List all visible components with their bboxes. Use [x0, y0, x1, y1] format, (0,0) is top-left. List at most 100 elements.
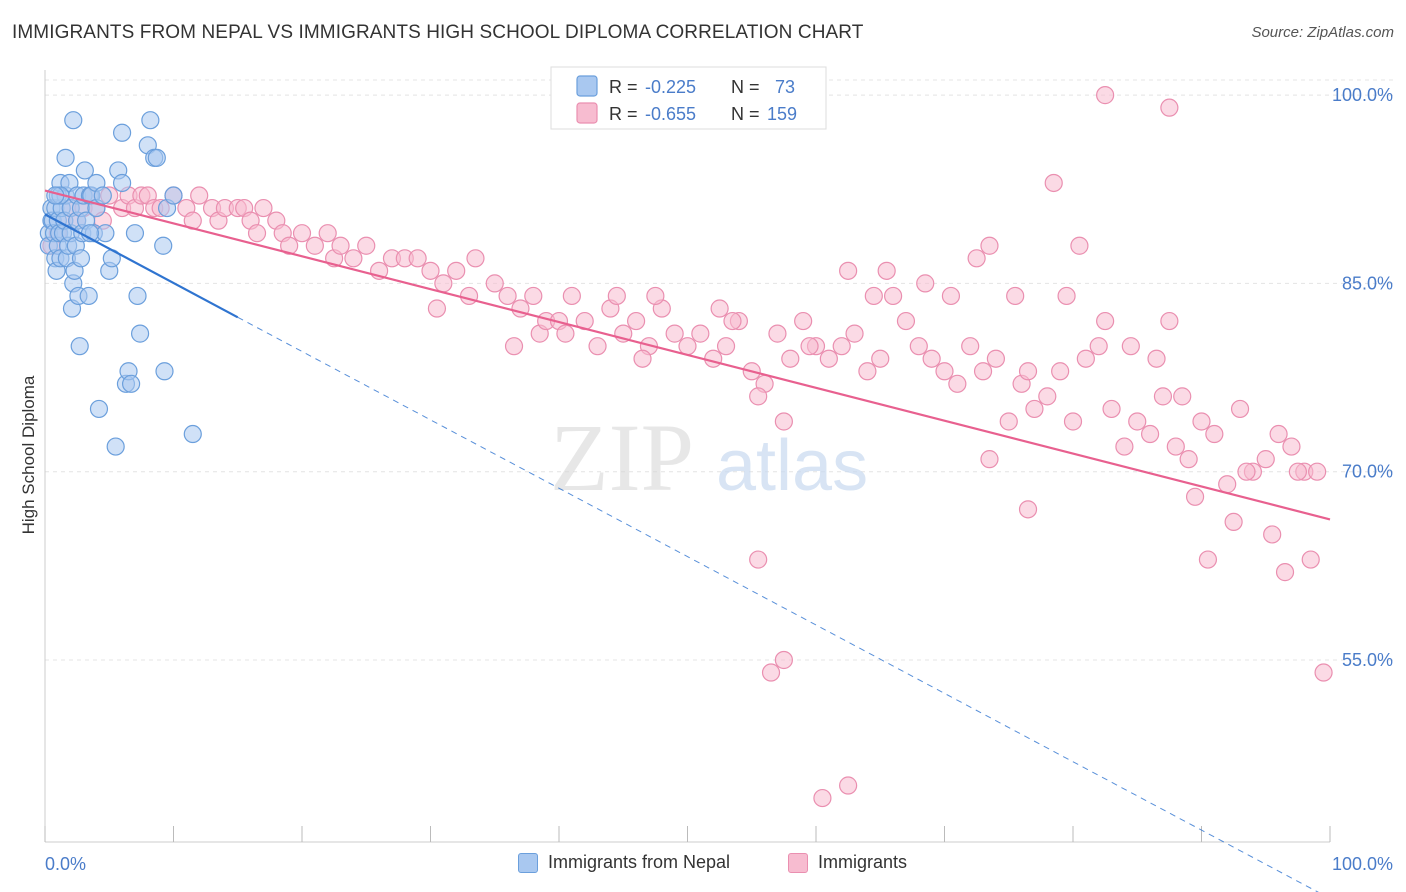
immigrants-point [896, 311, 916, 331]
nepal-point [164, 186, 183, 205]
immigrants-point [1230, 399, 1250, 419]
nepal-point [141, 111, 160, 130]
immigrants-point [1044, 173, 1063, 193]
nepal-point [147, 148, 166, 167]
nepal-point [89, 399, 109, 419]
immigrants-point [922, 349, 941, 368]
tick-labels: 55.0% 70.0% 85.0% 100.0% 0.0% 100.0% [45, 85, 1393, 874]
immigrants-point [1224, 512, 1243, 532]
immigrants-point [1205, 424, 1224, 444]
immigrants-point [909, 337, 928, 356]
immigrants-trend-line [44, 189, 1331, 521]
immigrants-point [1218, 475, 1237, 494]
legend-r-value-2: -0.655 [645, 104, 696, 124]
immigrants-point [961, 337, 980, 356]
immigrants-point [813, 788, 832, 808]
legend-r-label-1: R = [609, 77, 638, 97]
immigrants-point [1288, 462, 1307, 481]
immigrants-point [916, 274, 935, 293]
bottom-legend-swatch-nepal [518, 852, 538, 873]
immigrants-point [1192, 412, 1211, 431]
chart-title: IMMIGRANTS FROM NEPAL VS IMMIGRANTS HIGH… [12, 22, 864, 43]
immigrants-point [1076, 349, 1095, 368]
immigrants-point [749, 550, 768, 569]
immigrants-point [1018, 500, 1038, 519]
immigrants-point [1301, 550, 1320, 569]
y-tick-label: 70.0% [1342, 462, 1393, 482]
immigrants-point [1070, 236, 1089, 255]
legend-r-value-1: -0.225 [645, 77, 696, 97]
legend-n-value-1: 73 [775, 77, 795, 97]
y-tick-label: 85.0% [1342, 273, 1393, 293]
immigrants-point [408, 249, 427, 268]
legend-swatch-immigrants [576, 102, 598, 124]
immigrants-point [1166, 437, 1185, 456]
immigrants-point [1173, 387, 1192, 406]
immigrants-point [1128, 412, 1147, 431]
immigrants-point [768, 324, 787, 343]
immigrants-point [466, 249, 485, 268]
immigrants-point [691, 324, 710, 343]
immigrants-point [1089, 337, 1108, 356]
nepal-point [75, 161, 94, 180]
y-tick-label: 55.0% [1342, 650, 1393, 670]
immigrants-point [935, 362, 954, 381]
immigrants-point [973, 362, 993, 381]
immigrants-point [1057, 286, 1076, 306]
x-tick-label-end: 100.0% [1332, 854, 1393, 874]
axes [44, 70, 1331, 843]
immigrants-point [832, 337, 851, 356]
immigrants-point [1160, 311, 1179, 331]
nepal-point [106, 437, 125, 456]
immigrants-point [1140, 424, 1160, 444]
immigrants-point [556, 324, 575, 343]
immigrants-point [1256, 450, 1275, 469]
immigrants-point [1308, 462, 1327, 481]
immigrants-point [999, 412, 1018, 431]
immigrants-point [864, 286, 883, 306]
immigrants-point [562, 286, 581, 306]
nepal-point [121, 374, 141, 393]
immigrants-point [498, 286, 517, 306]
immigrants-point [633, 349, 652, 368]
nepal-point [96, 224, 115, 243]
immigrants-point [1185, 487, 1205, 506]
immigrants-point [1198, 550, 1218, 569]
immigrants-point [1102, 399, 1121, 419]
immigrants-point [524, 286, 543, 306]
immigrants-point [292, 224, 312, 243]
immigrants-point [318, 224, 337, 243]
immigrants-point [716, 337, 736, 356]
bottom-legend: Immigrants from Nepal Immigrants [0, 852, 1406, 880]
nepal-point [125, 224, 145, 243]
immigrants-point [665, 324, 684, 343]
immigrants-point [1063, 412, 1083, 431]
immigrants-point [883, 286, 903, 306]
nepal-point [155, 362, 174, 381]
immigrants-point [247, 224, 267, 243]
immigrants-point [646, 286, 665, 306]
immigrants-point [980, 450, 999, 469]
nepal-point [183, 424, 202, 444]
nepal-point [70, 337, 89, 356]
immigrants-point [774, 412, 793, 431]
trend-lines [44, 189, 1331, 892]
data-points [39, 86, 1333, 808]
immigrants-point [427, 299, 447, 318]
immigrants-point [588, 337, 607, 356]
immigrants-point [1160, 98, 1179, 117]
immigrants-point [1096, 311, 1115, 331]
nepal-point [154, 236, 173, 255]
immigrants-point [357, 236, 376, 255]
immigrants-point [1096, 86, 1115, 105]
stats-legend: R = -0.225 N = 73 R = -0.655 N = 159 [550, 66, 827, 130]
immigrants-point [794, 311, 813, 331]
immigrants-point [1269, 424, 1288, 444]
immigrants-point [626, 311, 646, 331]
nepal-point [128, 286, 147, 306]
immigrants-point [845, 324, 864, 343]
legend-n-value-2: 159 [767, 104, 797, 124]
immigrants-point [1038, 387, 1057, 406]
immigrants-point [607, 286, 626, 306]
watermark-atlas: atlas [716, 426, 868, 506]
